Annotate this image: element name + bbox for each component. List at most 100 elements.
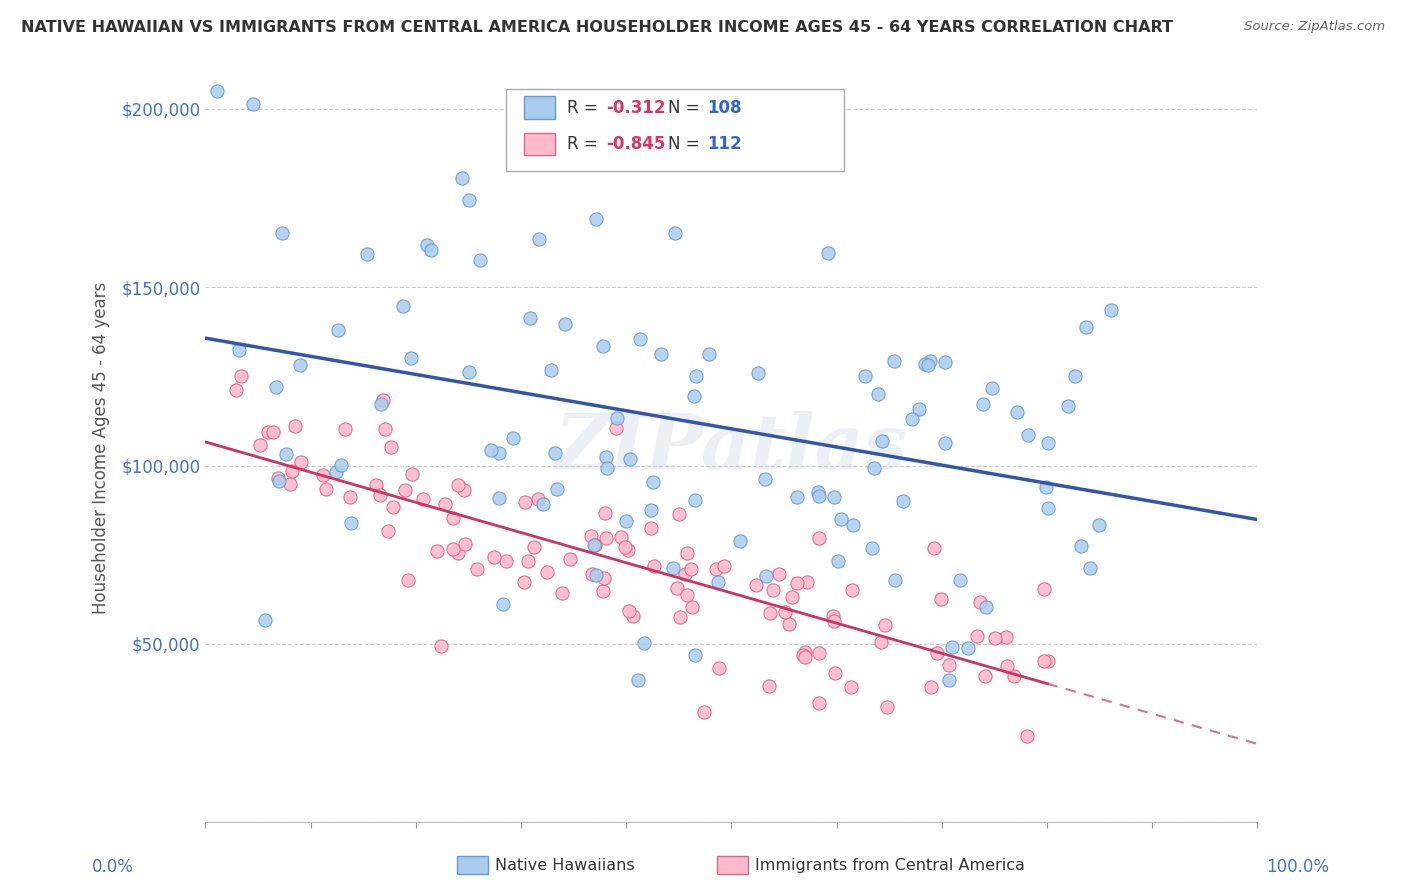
Point — [681, 599, 703, 614]
Point — [356, 247, 378, 261]
Point — [762, 583, 785, 598]
Point — [823, 491, 845, 505]
Point — [920, 681, 942, 695]
Point — [326, 323, 349, 337]
Point — [628, 332, 651, 346]
Point — [614, 541, 637, 555]
Text: N =: N = — [668, 98, 704, 117]
Point — [673, 567, 696, 582]
Point — [693, 705, 716, 719]
Point — [377, 524, 399, 538]
Point — [446, 546, 468, 560]
Point — [278, 476, 301, 491]
Point — [262, 425, 284, 439]
Point — [536, 565, 558, 579]
Point — [914, 357, 936, 371]
Point — [581, 566, 603, 581]
Point — [938, 673, 960, 687]
Point — [669, 609, 692, 624]
Point — [396, 573, 419, 587]
Point — [683, 389, 706, 403]
Point — [685, 368, 707, 383]
Point — [827, 554, 849, 568]
Point — [786, 491, 808, 505]
Point — [373, 392, 395, 407]
Point — [697, 346, 720, 360]
Point — [870, 635, 893, 649]
Point — [551, 586, 574, 600]
Point — [457, 365, 479, 379]
Text: R =: R = — [567, 135, 603, 153]
Point — [938, 658, 960, 673]
Point — [641, 475, 664, 489]
Point — [420, 244, 443, 258]
Point — [676, 546, 699, 560]
Point — [621, 609, 644, 624]
Y-axis label: Householder Income Ages 45 - 64 years: Householder Income Ages 45 - 64 years — [93, 282, 110, 614]
Point — [546, 482, 568, 496]
Point — [516, 554, 538, 568]
Point — [662, 561, 685, 575]
Point — [610, 530, 633, 544]
Point — [891, 494, 914, 508]
Point — [1017, 428, 1039, 442]
Point — [842, 518, 865, 533]
Point — [917, 358, 939, 372]
Point — [592, 339, 614, 353]
Point — [582, 538, 605, 552]
Point — [780, 591, 803, 605]
Point — [325, 465, 347, 479]
Point — [709, 661, 731, 675]
Point — [257, 425, 280, 439]
Point — [606, 411, 628, 425]
Point — [1080, 561, 1102, 575]
Point — [269, 474, 291, 488]
Point — [583, 538, 606, 552]
Point — [624, 149, 647, 163]
Point — [908, 402, 931, 417]
Point — [668, 507, 690, 521]
Text: ZIPatlas: ZIPatlas — [555, 410, 908, 484]
Point — [974, 669, 997, 683]
Point — [339, 516, 361, 530]
Point — [290, 358, 312, 372]
Point — [441, 541, 464, 556]
Text: 100.0%: 100.0% — [1265, 858, 1329, 876]
Point — [267, 471, 290, 485]
Point — [626, 673, 648, 687]
Point — [794, 650, 817, 665]
Point — [434, 497, 457, 511]
Point — [412, 491, 434, 506]
Point — [1032, 582, 1054, 596]
Point — [544, 446, 567, 460]
Point — [401, 467, 423, 482]
Point — [665, 581, 688, 595]
Point — [1033, 655, 1056, 669]
Point — [242, 96, 264, 111]
Point — [479, 443, 502, 458]
Point — [274, 447, 297, 461]
Text: 0.0%: 0.0% — [91, 858, 134, 876]
Point — [633, 636, 655, 650]
Point — [956, 641, 979, 656]
Point — [873, 618, 896, 632]
Point — [595, 531, 617, 545]
Point — [643, 558, 665, 573]
Point — [1057, 399, 1080, 413]
Point — [796, 575, 818, 590]
Point — [399, 351, 422, 366]
Point — [381, 500, 404, 515]
Point — [883, 574, 905, 588]
Point — [416, 238, 439, 252]
Point — [426, 544, 449, 558]
Point — [453, 483, 475, 497]
Text: R =: R = — [567, 98, 603, 117]
Point — [817, 246, 839, 260]
Point — [207, 84, 229, 98]
Point — [994, 630, 1017, 644]
Point — [453, 537, 475, 551]
Point — [713, 559, 735, 574]
Point — [754, 472, 776, 486]
Point — [876, 699, 898, 714]
Point — [775, 605, 797, 619]
